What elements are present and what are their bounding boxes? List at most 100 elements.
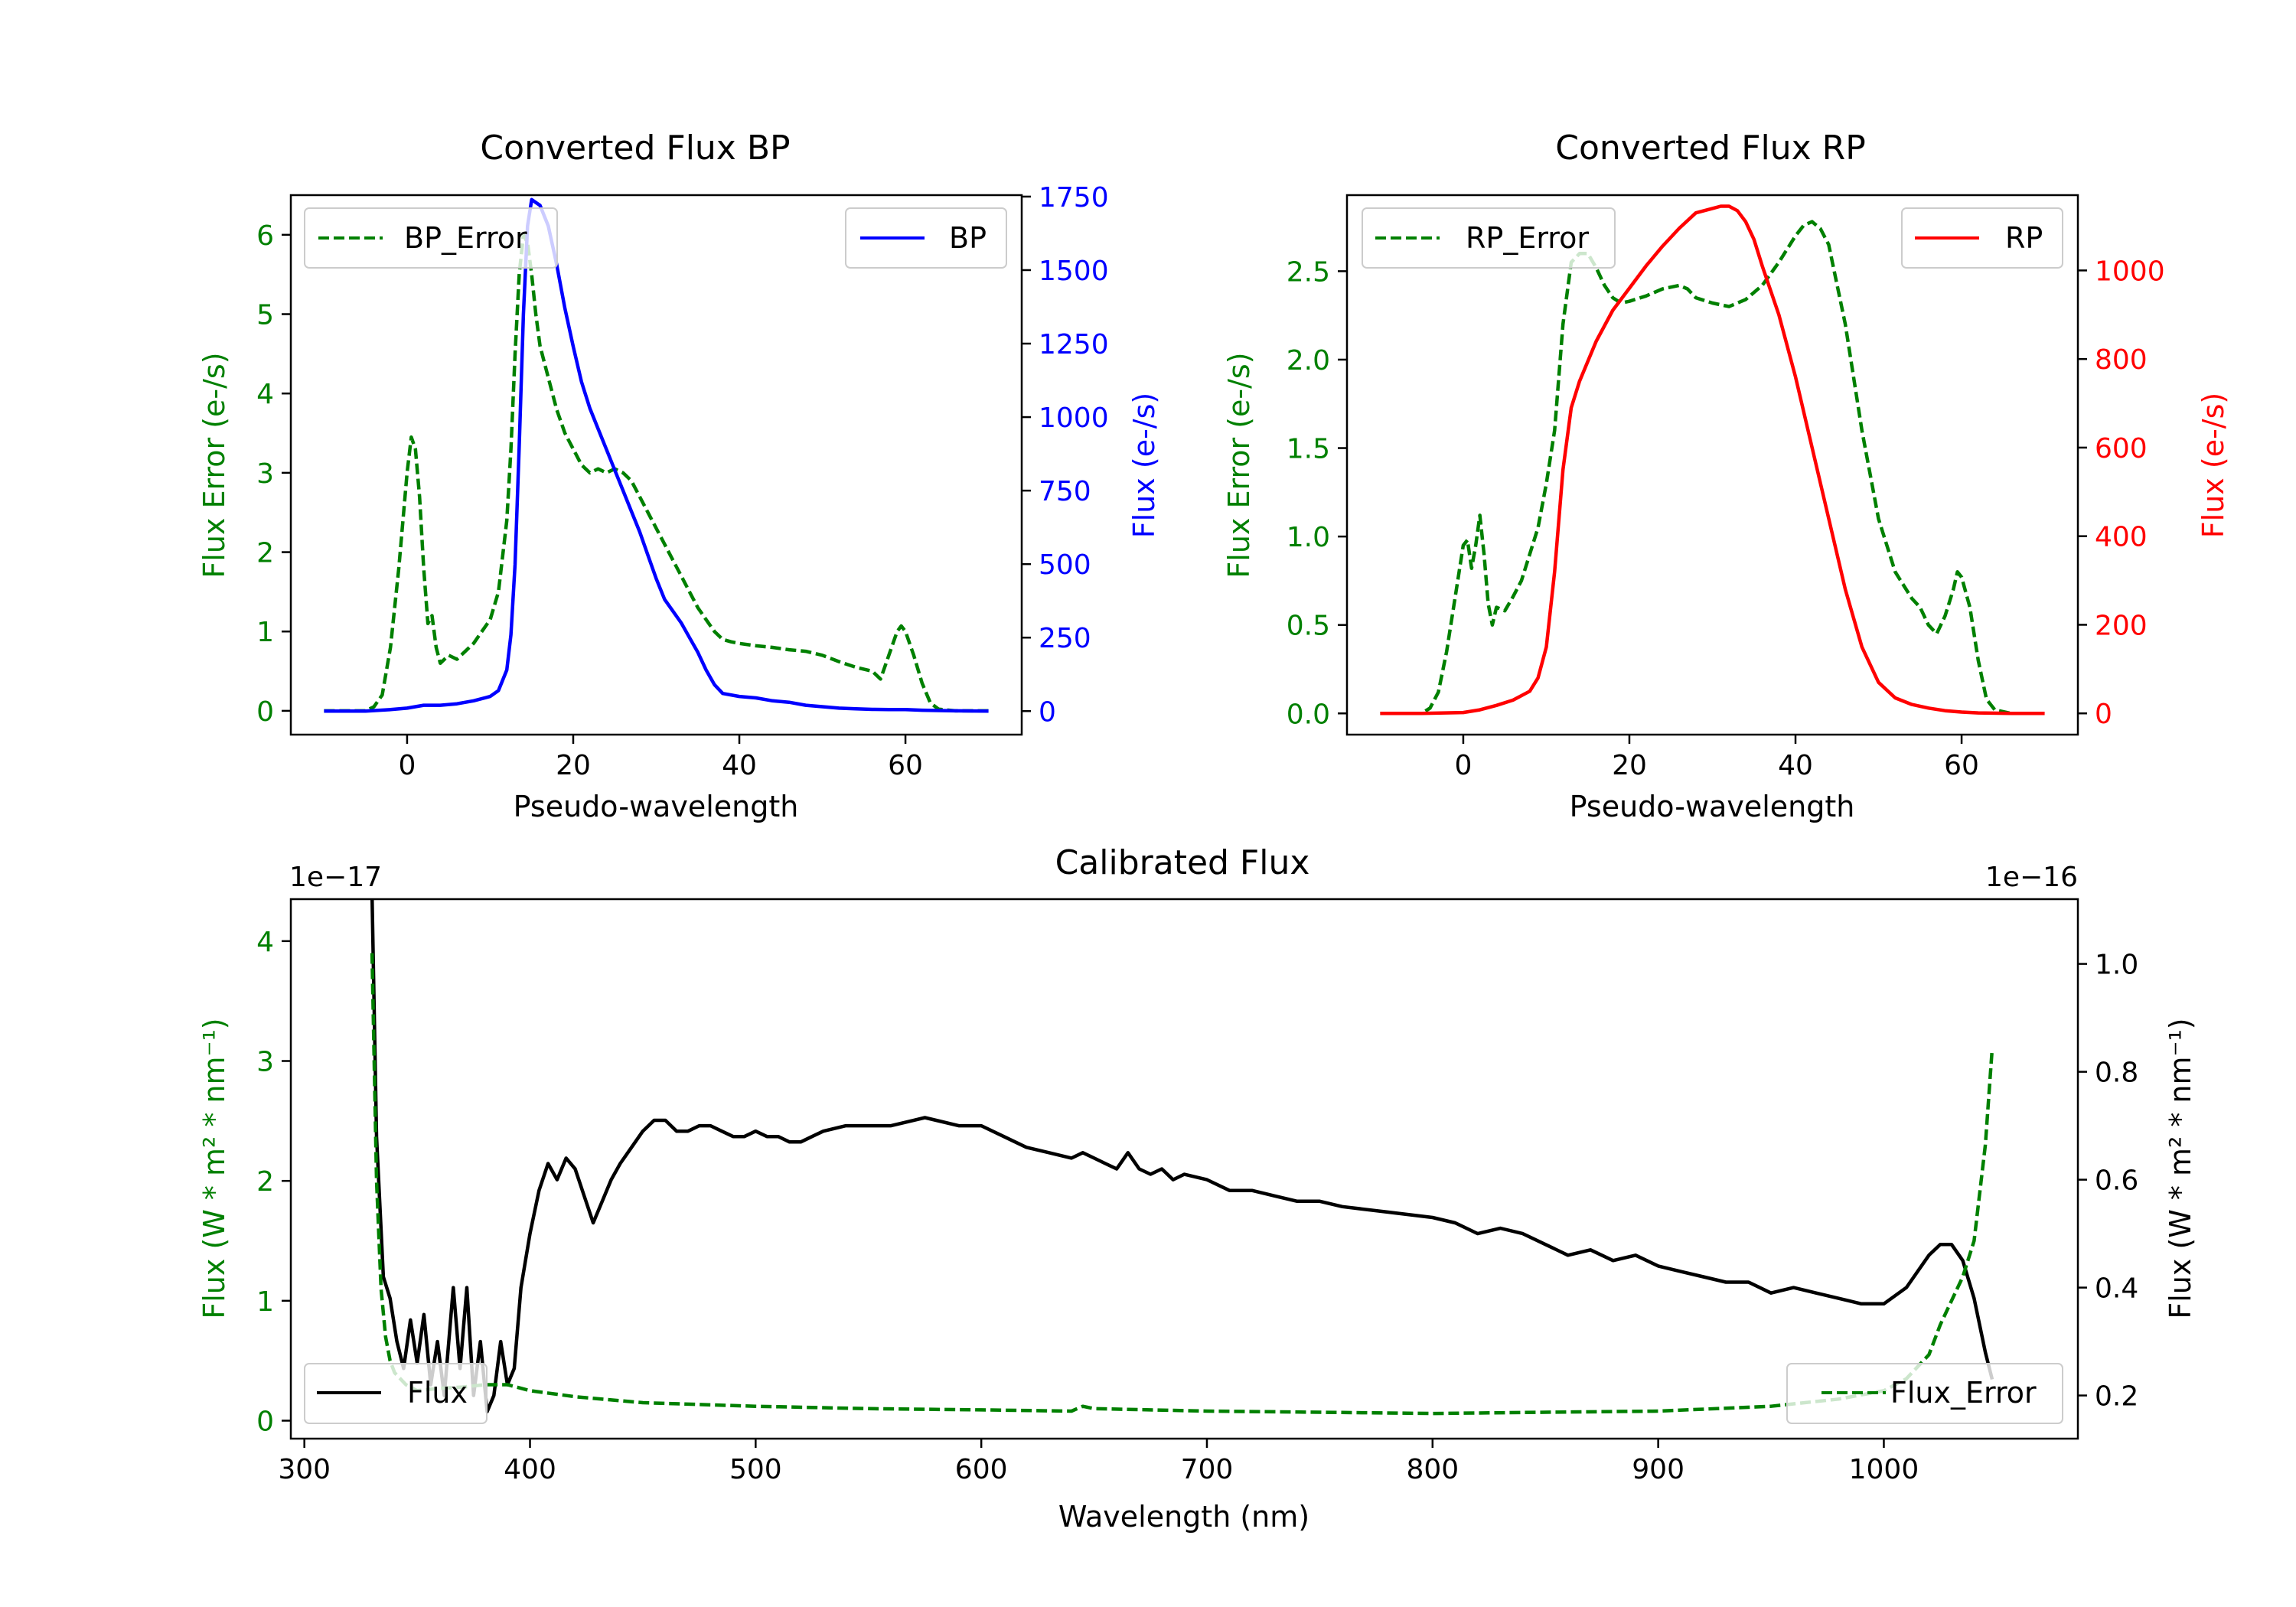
rp-xtick-label: 0 (1454, 750, 1472, 781)
bp-xtick-label: 40 (722, 750, 757, 781)
cal-ytick-right-label: 0.2 (2095, 1381, 2138, 1413)
cal-title: Calibrated Flux (1055, 843, 1310, 882)
cal-offset-right: 1e−16 (1985, 862, 2078, 893)
bp-series-bp-error (324, 233, 989, 713)
cal-axes-frame (289, 898, 2079, 1440)
rp-legend-left-box (1362, 207, 1616, 269)
cal-ytick-left-label: 2 (256, 1166, 274, 1198)
rp-xlabel: Pseudo-wavelength (1570, 790, 1855, 823)
bp-xtick-label: 60 (888, 750, 923, 781)
rp-xtick-label: 40 (1778, 750, 1813, 781)
bp-error-legend-label: BP_Error (404, 221, 527, 255)
rp-legend-left: RP_Error (1362, 207, 1616, 269)
cal-series-flux (370, 899, 1994, 1414)
rp-ytick-right-label: 800 (2095, 344, 2148, 376)
cal-xtick-label: 400 (504, 1454, 556, 1485)
cal-xlabel: Wavelength (nm) (1058, 1500, 1309, 1534)
cal-ytick-left-label: 1 (256, 1286, 274, 1318)
cal-ytick-right-label: 0.6 (2095, 1165, 2138, 1197)
bp-title: Converted Flux BP (480, 129, 790, 168)
bp-xtick-label: 20 (556, 750, 591, 781)
cal-flux-legend-label: Flux (407, 1376, 468, 1410)
cal-plot-area: 300 400 500 600 700 800 900 1000 0 1 2 3 4 0.2 0.4 0.6 0… (256, 899, 2138, 1485)
rp-ytick-left-label: 0.0 (1287, 699, 1330, 730)
cal-xtick-label: 600 (955, 1454, 1008, 1485)
cal-ytick-right-label: 0.8 (2095, 1058, 2138, 1089)
bp-series-bp (324, 197, 989, 713)
bp-legend-right-box (845, 207, 1007, 269)
bp-ytick-right-label: 500 (1039, 549, 1091, 581)
rp-xtick-label: 20 (1612, 750, 1647, 781)
bp-ytick-right-label: 250 (1039, 623, 1091, 654)
bp-ytick-right-label: 750 (1039, 476, 1091, 507)
bp-ytick-right-label: 1250 (1039, 329, 1109, 360)
rp-legend-right-box (1901, 207, 2063, 269)
bp-ytick-left-label: 2 (256, 538, 274, 569)
rp-ytick-right-label: 0 (2095, 699, 2112, 730)
cal-xtick-label: 800 (1406, 1454, 1459, 1485)
bp-ytick-left-label: 1 (256, 617, 274, 648)
bp-xtick-label: 0 (398, 750, 416, 781)
bp-ytick-left-label: 5 (256, 300, 274, 331)
rp-title: Converted Flux RP (1555, 129, 1866, 168)
rp-legend-label: RP (2005, 221, 2043, 255)
rp-series-rp (1380, 204, 2045, 715)
bp-legend-left: BP_Error (304, 207, 558, 269)
bp-ytick-left-label: 4 (256, 379, 274, 410)
bp-ytick-right-label: 1500 (1039, 256, 1109, 287)
rp-ytick-left-label: 1.5 (1287, 434, 1330, 465)
rp-xtick-label: 60 (1944, 750, 1979, 781)
cal-xtick-label: 500 (729, 1454, 782, 1485)
cal-xtick-label: 700 (1181, 1454, 1234, 1485)
rp-ytick-left-label: 2.0 (1287, 345, 1330, 376)
bp-legend-label: BP (949, 221, 987, 255)
cal-legend-left-box (304, 1363, 488, 1424)
rp-ytick-left-label: 0.5 (1287, 611, 1330, 642)
bp-ylabel-left: Flux Error (e-/s) (197, 352, 231, 578)
cal-ytick-right-label: 1.0 (2095, 950, 2138, 981)
cal-legend-right: Flux_Error (1786, 1363, 2063, 1424)
cal-legend-left: Flux (304, 1363, 488, 1424)
bp-axes-frame (289, 194, 1023, 736)
bp-ytick-right-label: 1750 (1039, 182, 1109, 214)
cal-ytick-right-label: 0.4 (2095, 1273, 2138, 1305)
cal-ytick-left-label: 4 (256, 927, 274, 958)
panel-bp: Converted Flux BP 0 20 40 60012345602505007… (197, 129, 1161, 823)
bp-ytick-right-label: 0 (1039, 696, 1056, 728)
rp-ytick-left-label: 1.0 (1287, 522, 1330, 553)
cal-xtick-label: 300 (278, 1454, 331, 1485)
rp-plot-area: 0 20 40 60 0.0 0.5 1.0 1.5 2.0 2.5 0 200 400 600 800 10… (1287, 204, 2165, 781)
bp-ytick-left-label: 3 (256, 458, 274, 490)
rp-ytick-right-label: 1000 (2095, 256, 2165, 287)
bp-ytick-left-label: 6 (256, 220, 274, 252)
rp-ytick-right-label: 400 (2095, 522, 2148, 553)
cal-flux-error-legend-label: Flux_Error (1890, 1376, 2037, 1410)
rp-ylabel-left: Flux Error (e-/s) (1222, 352, 1256, 578)
bp-ytick-left-label: 0 (256, 696, 274, 728)
panel-rp: Converted Flux RP 0 20 40 60 0.0 0.5 1.0 1.5 2.0… (1222, 129, 2230, 823)
rp-ytick-left-label: 2.5 (1287, 256, 1330, 288)
bp-ytick-right-label: 1000 (1039, 403, 1109, 434)
bp-legend-right: BP (845, 207, 1007, 269)
cal-legend-right-box (1786, 1363, 2063, 1424)
rp-error-legend-label: RP_Error (1466, 221, 1589, 255)
bp-legend-left-box (304, 207, 558, 269)
cal-ytick-left-label: 0 (256, 1407, 274, 1438)
cal-ylabel-left: Flux (W * m² * nm⁻¹) (197, 1018, 231, 1319)
rp-axes-frame (1345, 194, 2079, 736)
bp-ylabel-right: Flux (e-/s) (1127, 393, 1161, 538)
cal-ylabel-right: Flux (W * m² * nm⁻¹) (2164, 1018, 2197, 1319)
rp-legend-right: RP (1901, 207, 2063, 269)
rp-ytick-right-label: 200 (2095, 610, 2148, 641)
cal-offset-left: 1e−17 (289, 862, 382, 893)
panel-calibrated: Calibrated Flux 1e−17 1e−16 300 400 500 600… (197, 843, 2197, 1534)
rp-series-rp-error (1380, 220, 2045, 715)
rp-ylabel-right: Flux (e-/s) (2197, 393, 2230, 538)
bp-xlabel: Pseudo-wavelength (514, 790, 799, 823)
rp-ytick-right-label: 600 (2095, 433, 2148, 464)
cal-xtick-label: 1000 (1849, 1454, 1919, 1485)
cal-xtick-label: 900 (1632, 1454, 1684, 1485)
cal-ytick-left-label: 3 (256, 1047, 274, 1078)
